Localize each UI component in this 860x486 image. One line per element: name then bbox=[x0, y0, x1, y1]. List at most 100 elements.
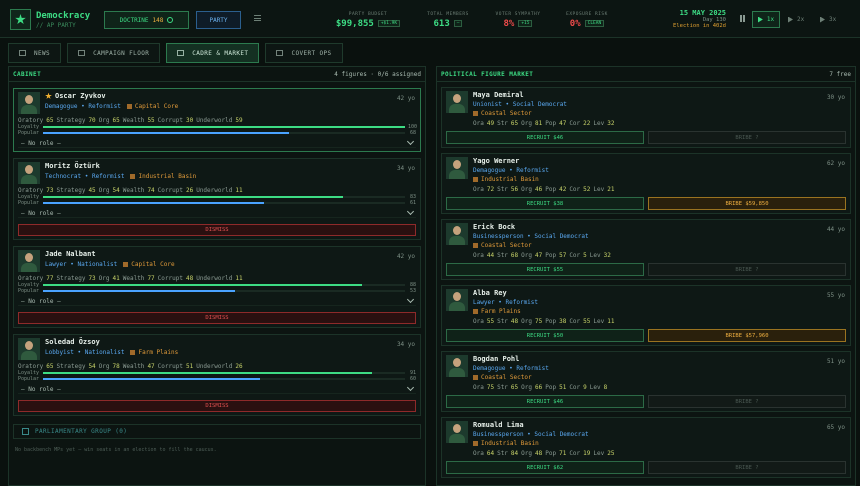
stat-value: 47 bbox=[535, 252, 543, 259]
panel-header: POLITICAL FIGURE MARKET 7 free bbox=[437, 67, 855, 82]
menu-button[interactable] bbox=[254, 15, 261, 21]
stat-value: 73 bbox=[88, 275, 96, 282]
stat-value: 42 bbox=[559, 186, 567, 193]
bar-row: Loyalty 91 bbox=[18, 370, 416, 376]
recruit-button[interactable]: RECRUIT $46 bbox=[446, 395, 644, 408]
recruit-button[interactable]: RECRUIT $46 bbox=[446, 131, 644, 144]
avatar bbox=[18, 250, 40, 272]
stat-value: 11 bbox=[235, 275, 243, 282]
avatar bbox=[18, 162, 40, 184]
age: 42 yo bbox=[396, 253, 415, 260]
avatar bbox=[446, 355, 468, 377]
stat-label: Org bbox=[98, 363, 110, 370]
speed-label: 3x bbox=[829, 16, 837, 23]
chevron bbox=[406, 207, 415, 216]
name: Oscar Zyvkov bbox=[55, 92, 106, 100]
stat-value: 65 bbox=[112, 117, 120, 124]
speed-label: 1x bbox=[766, 16, 775, 23]
recruit-button[interactable]: RECRUIT $55 bbox=[446, 263, 644, 276]
stat-label: Ora bbox=[473, 120, 484, 127]
tab[interactable]: NEWS bbox=[8, 43, 62, 63]
avatar bbox=[446, 421, 468, 443]
card-header: Erick Bock Businessperson • Social Democr… bbox=[446, 223, 846, 259]
speed-icon bbox=[820, 16, 825, 23]
bar-track bbox=[43, 290, 405, 292]
stat-value: 46 bbox=[535, 186, 543, 193]
party-button[interactable]: PARTY bbox=[196, 11, 241, 29]
meta: Demagogue • Reformist Capital Core bbox=[45, 103, 178, 110]
role-select[interactable]: — No role — bbox=[18, 207, 416, 218]
age: 65 yo bbox=[826, 424, 845, 431]
bribe-button: BRIBE ? bbox=[648, 395, 846, 408]
stat-value: 19 bbox=[583, 450, 591, 457]
parliamentary-group[interactable]: PARLIAMENTARY GROUP (0) bbox=[13, 424, 421, 439]
stat-label: Pop bbox=[545, 120, 557, 127]
pause-button[interactable] bbox=[740, 15, 745, 22]
region: Industrial Basin bbox=[473, 440, 539, 447]
stat-label: Wealth bbox=[122, 187, 145, 194]
card-info: Alba Rey Lawyer • Reformist Farm Plains Ora… bbox=[473, 289, 614, 325]
stat-label: Oratory bbox=[18, 117, 44, 124]
market-card: Bogdan Pohl Demagogue • Reformist Coastal … bbox=[441, 351, 851, 412]
note: No backbench MPs yet — win seats in an e… bbox=[15, 447, 217, 453]
stat-label: Underworld bbox=[196, 187, 233, 194]
role-select[interactable]: — No role — bbox=[18, 383, 416, 394]
recruit-button[interactable]: RECRUIT $50 bbox=[446, 329, 644, 342]
stat-label: Str bbox=[497, 186, 508, 193]
age: 51 yo bbox=[826, 358, 845, 365]
region: Industrial Basin bbox=[473, 176, 539, 183]
role-placeholder: — No role — bbox=[21, 385, 61, 393]
actions: RECRUIT $38 BRIBE $59,850 bbox=[446, 197, 846, 210]
leader-star bbox=[45, 92, 52, 99]
role-select[interactable]: — No role — bbox=[18, 295, 416, 306]
speed-button[interactable]: 2x bbox=[788, 11, 804, 28]
bar-row: Popular 53 bbox=[18, 288, 416, 294]
age: 30 yo bbox=[826, 94, 845, 101]
stat-label: Lev bbox=[593, 318, 605, 325]
header-stat: VOTER SYMPATHY 8% +15 bbox=[490, 9, 546, 31]
stats: Ora 55 Str 48 Org 75 Pop 38 Cor 55 Lev 11 bbox=[473, 318, 614, 325]
stat-label: Org bbox=[98, 117, 110, 124]
stat-label: Cor bbox=[569, 450, 581, 457]
actions: RECRUIT $50 BRIBE $57,960 bbox=[446, 329, 846, 342]
recruit-button[interactable]: RECRUIT $62 bbox=[446, 461, 644, 474]
tab[interactable]: CADRE & MARKET bbox=[166, 43, 260, 63]
roles: Businessperson • Social Democrat bbox=[473, 431, 589, 438]
bar-track bbox=[43, 126, 405, 128]
tab-label: CADRE & MARKET bbox=[192, 49, 249, 57]
region: Capital Core bbox=[123, 261, 174, 268]
role-select[interactable]: — No role — bbox=[18, 137, 416, 148]
stat-label: Lev bbox=[589, 384, 601, 391]
dismiss-button[interactable]: DISMISS bbox=[18, 400, 416, 412]
date: 15 MAY 2025 bbox=[679, 9, 726, 17]
region: Industrial Basin bbox=[130, 173, 196, 180]
stats: Ora 49 Str 65 Org 81 Pop 47 Cor 22 Lev 32 bbox=[473, 120, 614, 127]
tab-icon bbox=[19, 50, 26, 56]
speed-button[interactable]: 1x bbox=[752, 11, 780, 28]
stat-value: 48 bbox=[510, 318, 519, 325]
stat-label: Ora bbox=[473, 384, 484, 391]
bribe-button[interactable]: BRIBE $57,960 bbox=[648, 329, 846, 342]
day: Day 130 bbox=[702, 17, 726, 23]
bar-row: Popular 60 bbox=[18, 376, 416, 382]
doctrine-button[interactable]: DOCTRINE 148 bbox=[104, 11, 189, 29]
speed-button[interactable]: 3x bbox=[820, 11, 836, 28]
tab[interactable]: COVERT OPS bbox=[265, 43, 343, 63]
bar-track bbox=[43, 196, 405, 198]
card-header: Jade Nalbant Lawyer • Nationalist Capital … bbox=[18, 250, 416, 272]
stat-label: Org bbox=[521, 120, 532, 127]
stat-label: Lev bbox=[589, 252, 601, 259]
bribe-button[interactable]: BRIBE $59,850 bbox=[648, 197, 846, 210]
name-row: Bogdan Pohl bbox=[473, 355, 607, 363]
recruit-button[interactable]: RECRUIT $38 bbox=[446, 197, 644, 210]
chevron bbox=[406, 383, 415, 392]
stat-value: 65 bbox=[46, 117, 54, 124]
stats: Ora 75 Str 65 Org 66 Pop 51 Cor 9 Lev 8 bbox=[473, 384, 607, 391]
tab-icon bbox=[78, 50, 86, 56]
tab-label: NEWS bbox=[34, 49, 51, 57]
dismiss-button[interactable]: DISMISS bbox=[18, 224, 416, 236]
region: Coastal Sector bbox=[473, 242, 532, 249]
dismiss-button[interactable]: DISMISS bbox=[18, 312, 416, 324]
tab[interactable]: CAMPAIGN FLOOR bbox=[67, 43, 161, 63]
stat-label: Str bbox=[497, 384, 508, 391]
